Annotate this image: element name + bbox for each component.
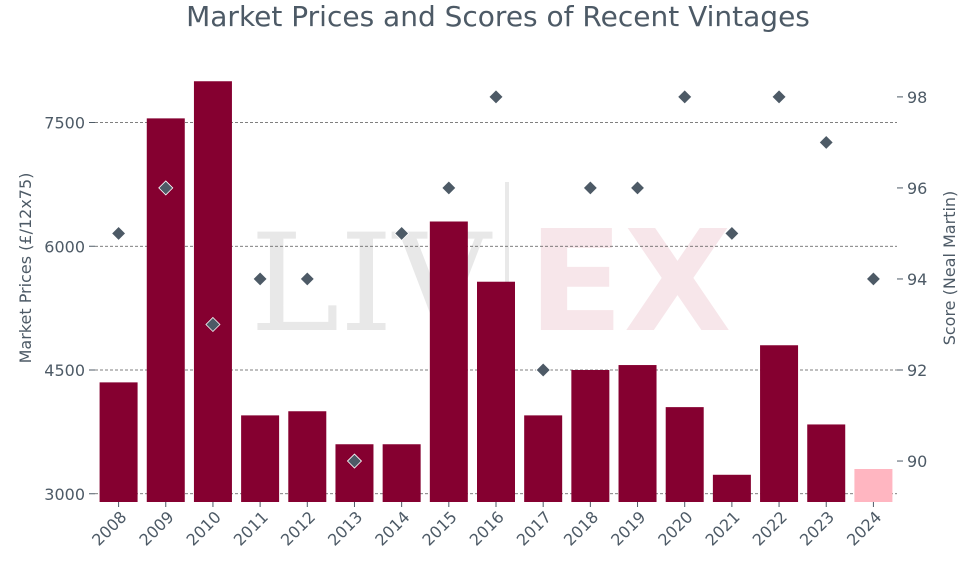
x-tick-label-2010: 2010 (183, 507, 225, 549)
score-marker-2015 (441, 180, 457, 196)
score-marker-2014 (394, 225, 410, 242)
bar-2011 (241, 415, 280, 502)
right-axis: 90 92 94 96 98 (897, 88, 927, 471)
left-tick-label-4500: 4500 (44, 361, 85, 380)
right-tick-label-98: 98 (907, 88, 927, 107)
x-tick-label-2012: 2012 (277, 507, 319, 549)
left-tick-label-6000: 6000 (44, 237, 85, 256)
left-axis-label: Market Prices (£/12x75) (16, 173, 35, 364)
right-tick-label-96: 96 (907, 179, 927, 198)
x-tick-label-2017: 2017 (513, 507, 555, 549)
x-tick-label-2014: 2014 (371, 507, 413, 549)
x-tick-label-2019: 2019 (607, 507, 649, 549)
score-marker-2019 (629, 180, 646, 196)
bar-2009 (146, 118, 185, 502)
chart-title: Market Prices and Scores of Recent Vinta… (186, 0, 810, 33)
x-tick-label-2013: 2013 (324, 507, 366, 549)
score-markers (111, 89, 881, 469)
x-axis: 2008 2009 2010 2011 2012 2013 2014 2015 2016 2017… (88, 502, 885, 550)
watermark-divider (505, 182, 509, 332)
bar-2018 (571, 370, 610, 502)
score-marker-2016 (488, 89, 504, 105)
score-marker-2017 (535, 362, 551, 378)
score-marker-2009 (158, 180, 174, 196)
bar-2017 (524, 415, 563, 502)
right-axis-label: Score (Neal Martin) (940, 191, 959, 346)
x-tick-label-2008: 2008 (88, 507, 130, 549)
right-tick-label-94: 94 (907, 270, 927, 289)
x-tick-label-2023: 2023 (796, 507, 838, 549)
x-tick-label-2020: 2020 (654, 507, 696, 549)
price-bars (99, 81, 893, 502)
score-marker-2013 (346, 453, 363, 469)
right-tick-label-90: 90 (907, 452, 927, 471)
score-marker-2022 (771, 89, 787, 105)
score-marker-2012 (299, 271, 315, 287)
watermark-right-text: EX (528, 201, 732, 364)
x-tick-label-2018: 2018 (560, 507, 602, 549)
bar-2010 (193, 81, 232, 502)
x-tick-label-2021: 2021 (701, 507, 743, 549)
left-tick-label-7500: 7500 (44, 114, 85, 133)
bar-2019 (618, 365, 657, 502)
bar-2015 (429, 221, 468, 502)
score-marker-2018 (582, 180, 598, 196)
x-tick-label-2015: 2015 (418, 507, 460, 549)
score-marker-2024 (865, 271, 881, 287)
left-tick-label-3000: 3000 (44, 485, 85, 504)
bar-2020 (665, 407, 704, 502)
x-tick-label-2016: 2016 (466, 507, 508, 549)
x-tick-label-2024: 2024 (843, 507, 885, 549)
bar-2024 (854, 469, 893, 502)
score-marker-2020 (677, 89, 693, 105)
bar-2022 (760, 345, 799, 502)
score-marker-2021 (724, 225, 740, 242)
bar-2012 (288, 411, 327, 502)
right-tick-label-92: 92 (907, 361, 927, 380)
bar-2014 (382, 444, 421, 502)
bar-2016 (477, 281, 515, 502)
score-marker-2008 (111, 225, 127, 242)
bar-2023 (807, 424, 846, 502)
score-marker-2010 (205, 316, 221, 333)
x-tick-label-2009: 2009 (135, 507, 177, 549)
left-axis: 3000 4500 6000 7500 (44, 114, 95, 504)
bar-2013 (335, 444, 374, 502)
score-marker-2023 (818, 134, 834, 150)
x-tick-label-2011: 2011 (230, 507, 272, 549)
x-tick-label-2022: 2022 (749, 507, 791, 549)
bar-2021 (712, 474, 751, 502)
score-marker-2011 (252, 271, 268, 287)
bar-2008 (99, 382, 138, 502)
